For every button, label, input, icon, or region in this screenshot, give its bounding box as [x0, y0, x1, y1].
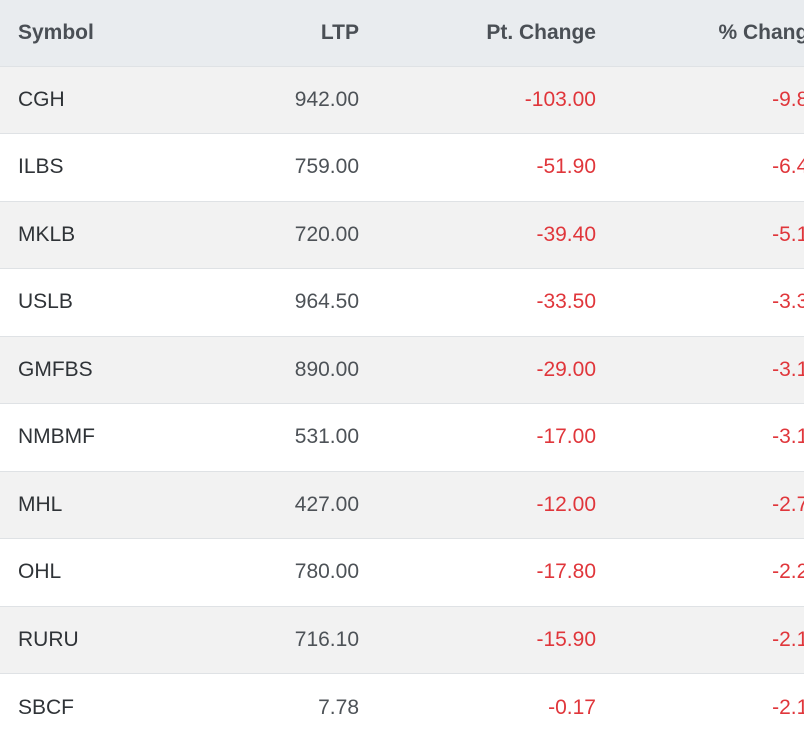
cell-ltp: 7.78 — [318, 695, 359, 719]
header-pt-change[interactable]: Pt. Change — [486, 20, 596, 44]
cell-ltp: 759.00 — [294, 155, 359, 179]
cell-ltp: 964.50 — [294, 290, 359, 314]
cell-ltp: 716.10 — [294, 627, 359, 651]
cell-pct-change: -2.17 — [772, 627, 804, 651]
cell-pct-change: -3.16 — [772, 357, 804, 381]
cell-symbol[interactable]: USLB — [18, 290, 73, 314]
table-row[interactable]: GMFBS 890.00 -29.00 -3.16 — [0, 336, 804, 404]
cell-ltp: 531.00 — [294, 425, 359, 449]
cell-pct-change: -3.10 — [772, 425, 804, 449]
table-row[interactable]: OHL 780.00 -17.80 -2.23 — [0, 538, 804, 606]
cell-pt-change: -29.00 — [536, 357, 596, 381]
cell-symbol[interactable]: CGH — [18, 87, 65, 111]
table-header: Symbol LTP Pt. Change % Change — [0, 0, 804, 66]
cell-pct-change: -2.23 — [772, 560, 804, 584]
table-row[interactable]: MHL 427.00 -12.00 -2.73 — [0, 471, 804, 539]
cell-pt-change: -0.17 — [548, 695, 596, 719]
cell-symbol[interactable]: NMBMF — [18, 425, 95, 449]
cell-pct-change: -3.36 — [772, 290, 804, 314]
table-row[interactable]: RURU 716.10 -15.90 -2.17 — [0, 606, 804, 674]
table-row[interactable]: MKLB 720.00 -39.40 -5.19 — [0, 201, 804, 269]
cell-pt-change: -17.80 — [536, 560, 596, 584]
cell-symbol[interactable]: OHL — [18, 560, 62, 584]
cell-pct-change: -9.86 — [772, 87, 804, 111]
cell-symbol[interactable]: ILBS — [18, 155, 64, 179]
table-row[interactable]: SBCF 7.78 -0.17 -2.14 — [0, 673, 804, 741]
table-row[interactable]: ILBS 759.00 -51.90 -6.40 — [0, 133, 804, 201]
cell-pt-change: -103.00 — [524, 87, 596, 111]
cell-symbol[interactable]: SBCF — [18, 695, 75, 719]
header-symbol[interactable]: Symbol — [18, 20, 94, 44]
header-row: Symbol LTP Pt. Change % Change — [0, 0, 804, 66]
table-body: CGH 942.00 -103.00 -9.86 ILBS 759.00 -51.90 -6.… — [0, 66, 804, 741]
cell-symbol[interactable]: MHL — [18, 492, 63, 516]
header-ltp[interactable]: LTP — [320, 20, 359, 44]
cell-pct-change: -6.40 — [772, 155, 804, 179]
cell-ltp: 942.00 — [294, 87, 359, 111]
cell-ltp: 427.00 — [294, 492, 359, 516]
cell-ltp: 890.00 — [294, 357, 359, 381]
table-row[interactable]: USLB 964.50 -33.50 -3.36 — [0, 268, 804, 336]
cell-symbol[interactable]: MKLB — [18, 222, 76, 246]
cell-pt-change: -15.90 — [536, 627, 596, 651]
cell-ltp: 720.00 — [294, 222, 359, 246]
cell-pt-change: -17.00 — [536, 425, 596, 449]
cell-pt-change: -33.50 — [536, 290, 596, 314]
cell-symbol[interactable]: GMFBS — [18, 357, 93, 381]
table-row[interactable]: CGH 942.00 -103.00 -9.86 — [0, 66, 804, 134]
cell-pct-change: -2.73 — [772, 492, 804, 516]
cell-symbol[interactable]: RURU — [18, 627, 79, 651]
cell-ltp: 780.00 — [294, 560, 359, 584]
table-row[interactable]: NMBMF 531.00 -17.00 -3.10 — [0, 403, 804, 471]
cell-pt-change: -39.40 — [536, 222, 596, 246]
cell-pct-change: -5.19 — [772, 222, 804, 246]
cell-pct-change: -2.14 — [772, 695, 804, 719]
header-pct-change[interactable]: % Change — [718, 20, 804, 44]
cell-pt-change: -12.00 — [536, 492, 596, 516]
cell-pt-change: -51.90 — [536, 155, 596, 179]
